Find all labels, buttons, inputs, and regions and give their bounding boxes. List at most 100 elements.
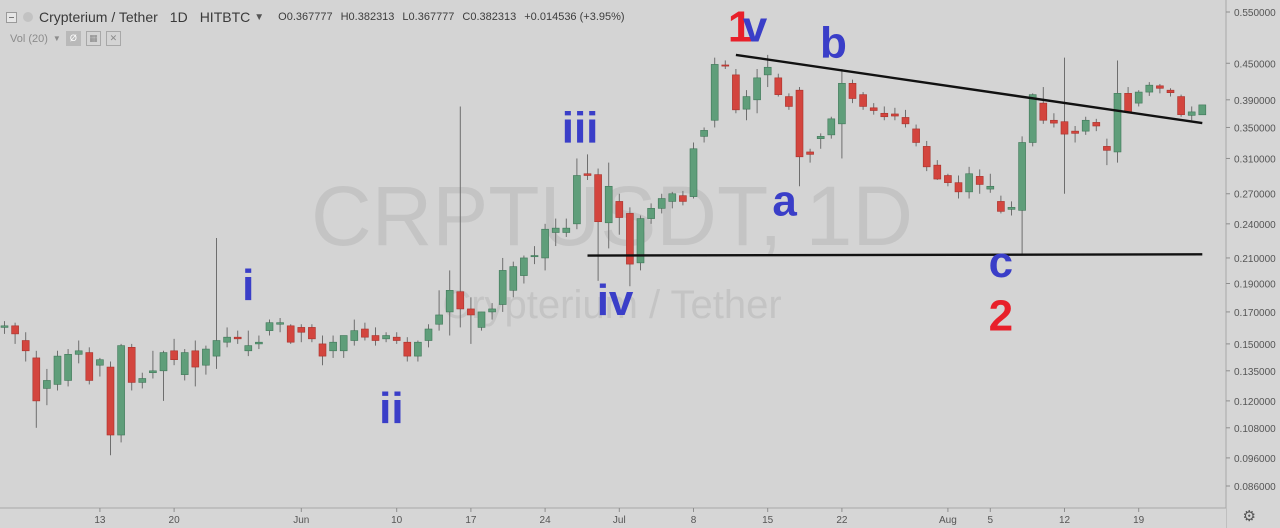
candle-body bbox=[308, 327, 316, 340]
wave-label: 1 bbox=[728, 3, 752, 52]
candle-body bbox=[986, 185, 995, 190]
candle-body bbox=[1145, 84, 1154, 93]
candle-body bbox=[180, 352, 189, 375]
candle-body bbox=[933, 164, 942, 180]
price-tick-label: 0.350000 bbox=[1234, 123, 1276, 134]
candle-body bbox=[732, 74, 740, 111]
price-tick-label: 0.240000 bbox=[1234, 220, 1276, 231]
candle-body bbox=[202, 348, 210, 366]
candle-body bbox=[329, 341, 337, 352]
price-tick-label: 0.310000 bbox=[1234, 154, 1276, 165]
candle-body bbox=[838, 83, 846, 125]
candle-body bbox=[1071, 130, 1079, 134]
settings-icon[interactable]: ▦ bbox=[85, 31, 101, 46]
candle-body bbox=[255, 341, 263, 345]
candle-body bbox=[286, 325, 295, 343]
symbol-title[interactable]: Crypterium / Tether bbox=[39, 9, 158, 25]
candle-body bbox=[901, 117, 910, 125]
date-tick-label: Aug bbox=[939, 515, 957, 526]
candle-body bbox=[530, 255, 539, 258]
change-value: +0.014536 (+3.95%) bbox=[524, 11, 625, 23]
time-axis-panel[interactable] bbox=[0, 508, 1226, 528]
price-axis-panel[interactable] bbox=[1226, 0, 1280, 528]
candle-body bbox=[615, 201, 624, 218]
candle-body bbox=[816, 136, 825, 139]
close-value: C0.382313 bbox=[462, 11, 517, 23]
timeframe-label[interactable]: 1D bbox=[169, 9, 188, 25]
candle-body bbox=[763, 66, 772, 76]
candle-body bbox=[944, 175, 952, 183]
candle-body bbox=[647, 208, 655, 219]
candle-body bbox=[954, 182, 963, 193]
close-icon[interactable]: ✕ bbox=[105, 31, 121, 46]
wave-label: c bbox=[989, 238, 1013, 287]
candle-body bbox=[392, 336, 401, 341]
visibility-icon[interactable]: Ø bbox=[65, 31, 81, 46]
candle-body bbox=[636, 218, 645, 264]
candle-body bbox=[276, 322, 284, 325]
wave-label: v bbox=[743, 3, 768, 52]
volume-label[interactable]: Vol (20) bbox=[10, 32, 48, 45]
candle-body bbox=[403, 341, 412, 357]
gear-icon[interactable]: ⚙ bbox=[1242, 508, 1256, 525]
date-tick-label: 19 bbox=[1133, 515, 1145, 526]
candle-body bbox=[1081, 119, 1090, 132]
candle-body bbox=[127, 347, 136, 383]
wave-label: a bbox=[772, 176, 797, 225]
wave-labels: 1v b iii a i iv ii c 2 bbox=[242, 3, 1013, 434]
candle-body bbox=[371, 335, 380, 341]
wave-label: b bbox=[820, 19, 847, 68]
candle-body bbox=[626, 213, 634, 265]
candle-body bbox=[74, 350, 83, 355]
candle-body bbox=[21, 340, 30, 352]
candle-body bbox=[445, 290, 454, 313]
open-value: O0.367777 bbox=[278, 11, 333, 23]
candle-body bbox=[339, 335, 348, 352]
candle-body bbox=[435, 314, 443, 325]
chevron-down-icon[interactable]: ▼ bbox=[254, 11, 265, 23]
candle-body bbox=[32, 357, 41, 402]
candle-body bbox=[149, 370, 157, 374]
candle-body bbox=[922, 146, 931, 168]
candle-body bbox=[795, 89, 804, 158]
ohlc-values: O0.367777 H0.382313 L0.367777 C0.382313 … bbox=[278, 11, 624, 23]
watermark-name: Crypterium / Tether bbox=[442, 283, 781, 327]
candle-body bbox=[551, 227, 560, 233]
collapse-icon[interactable] bbox=[6, 11, 17, 23]
candle-body bbox=[117, 345, 125, 436]
candle-body bbox=[1050, 119, 1058, 124]
candle-body bbox=[1028, 94, 1037, 143]
candle-body bbox=[604, 185, 613, 224]
exchange-label[interactable]: HITBTC bbox=[199, 9, 251, 25]
chevron-down-icon[interactable]: ▼ bbox=[52, 34, 61, 43]
candle-body bbox=[562, 227, 571, 233]
date-tick-label: 20 bbox=[169, 515, 181, 526]
candle-body bbox=[594, 174, 602, 223]
candle-body bbox=[350, 330, 359, 341]
candle-body bbox=[477, 311, 486, 328]
price-tick-label: 0.390000 bbox=[1234, 96, 1276, 107]
symbol-logo-icon bbox=[23, 12, 33, 22]
candle-body bbox=[361, 328, 369, 338]
candle-body bbox=[1134, 91, 1143, 104]
candle-body bbox=[975, 176, 984, 185]
trendline[interactable] bbox=[587, 253, 1203, 257]
trendline[interactable] bbox=[735, 53, 1203, 125]
candle-body bbox=[753, 77, 761, 101]
candle-body bbox=[467, 308, 475, 316]
candle-body bbox=[498, 270, 507, 305]
price-tick-label: 0.108000 bbox=[1234, 424, 1276, 435]
candle-body bbox=[170, 350, 178, 361]
high-value: H0.382313 bbox=[340, 11, 395, 23]
candle-body bbox=[583, 173, 592, 176]
candle-body bbox=[827, 118, 836, 136]
wave-label: iii bbox=[562, 103, 599, 152]
candle-body bbox=[541, 228, 549, 259]
price-tick-label: 0.120000 bbox=[1234, 397, 1276, 408]
candle-body bbox=[191, 350, 200, 368]
wave-label: 2 bbox=[989, 292, 1013, 341]
date-tick-label: 5 bbox=[988, 515, 994, 526]
trendlines[interactable] bbox=[587, 53, 1203, 257]
